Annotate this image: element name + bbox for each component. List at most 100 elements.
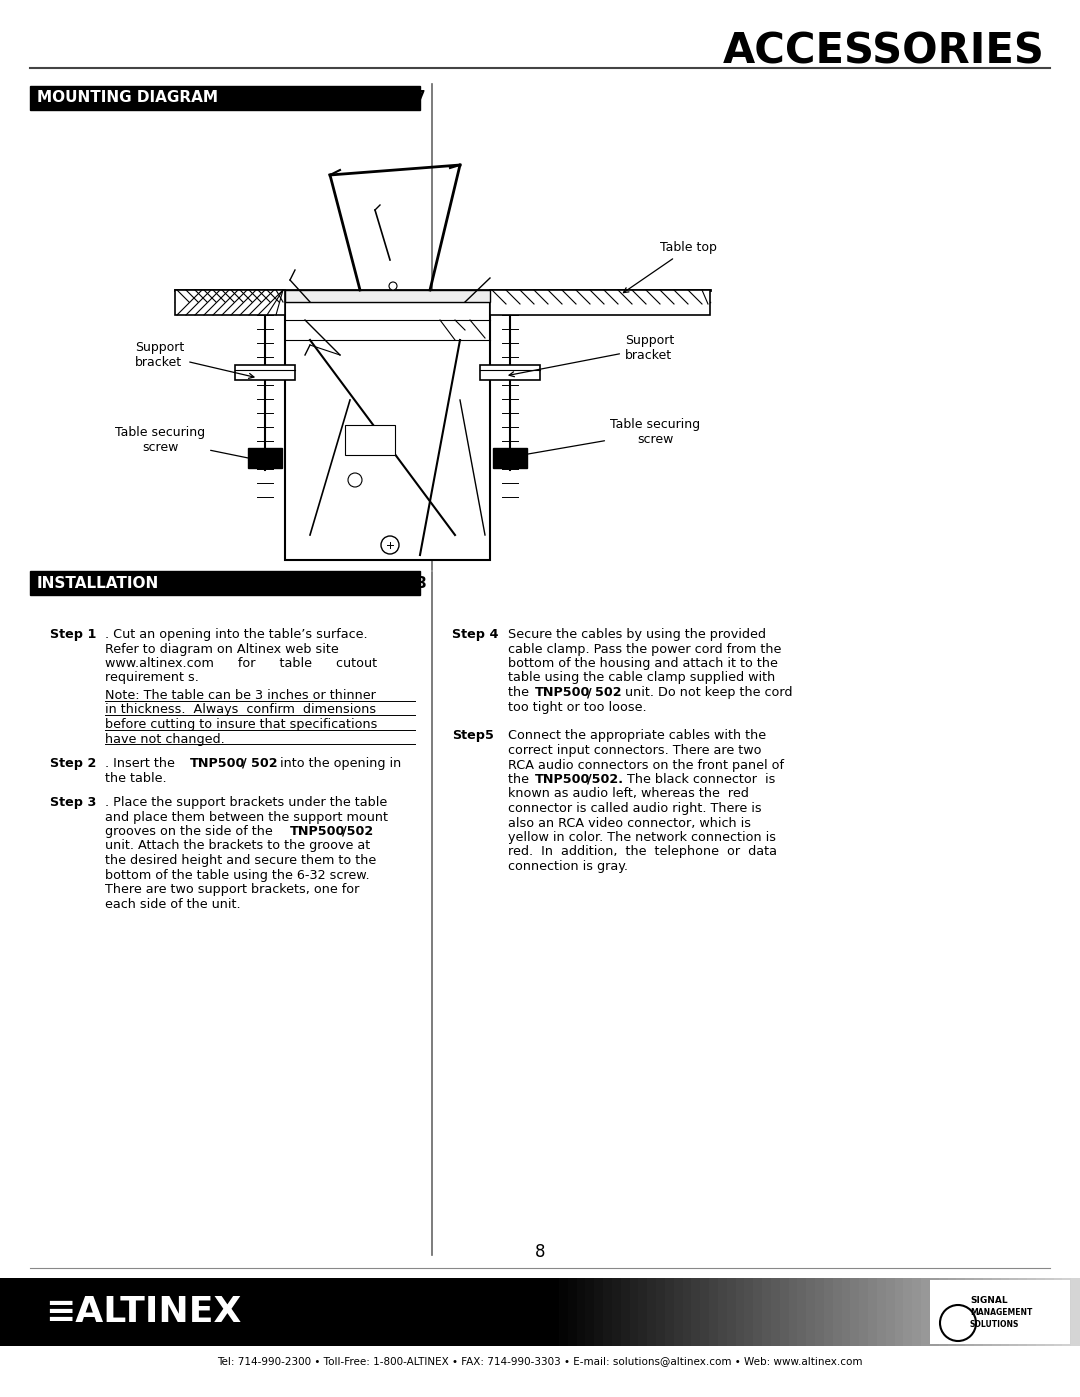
Bar: [1027, 1278, 1037, 1345]
Text: have not changed.: have not changed.: [105, 732, 225, 746]
Bar: [550, 1278, 559, 1345]
Bar: [753, 1278, 762, 1345]
Text: Step 4: Step 4: [453, 629, 499, 641]
Bar: [1053, 1278, 1064, 1345]
Text: www.altinex.com      for      table      cutout: www.altinex.com for table cutout: [105, 657, 377, 671]
Text: . Place the support brackets under the table: . Place the support brackets under the t…: [105, 796, 388, 809]
Bar: [691, 1278, 701, 1345]
Bar: [1044, 1278, 1054, 1345]
Bar: [603, 1278, 612, 1345]
Text: also an RCA video connector, which is: also an RCA video connector, which is: [508, 816, 751, 830]
Circle shape: [381, 536, 399, 555]
Text: Table securing
screw: Table securing screw: [114, 426, 254, 461]
Text: The black connector  is: The black connector is: [619, 773, 775, 787]
Text: in thickness.  Always  confirm  dimensions: in thickness. Always confirm dimensions: [105, 704, 376, 717]
Bar: [886, 1278, 895, 1345]
Bar: [594, 1278, 604, 1345]
Bar: [1000, 1278, 1010, 1345]
Text: There are two support brackets, one for: There are two support brackets, one for: [105, 883, 360, 895]
Bar: [806, 1278, 816, 1345]
Text: Step 2: Step 2: [50, 757, 96, 770]
Text: connection is gray.: connection is gray.: [508, 861, 627, 873]
Bar: [248, 448, 282, 468]
Text: TNP500: TNP500: [291, 826, 346, 838]
Text: /502.: /502.: [588, 773, 623, 787]
Text: /: /: [588, 686, 592, 698]
Bar: [665, 1278, 675, 1345]
Circle shape: [348, 474, 362, 488]
Bar: [833, 1278, 842, 1345]
Text: bottom of the table using the 6-32 screw.: bottom of the table using the 6-32 screw…: [105, 869, 369, 882]
Text: the table.: the table.: [105, 771, 166, 785]
Text: bottom of the housing and attach it to the: bottom of the housing and attach it to t…: [508, 657, 778, 671]
Bar: [558, 1278, 569, 1345]
Text: cable clamp. Pass the power cord from the: cable clamp. Pass the power cord from th…: [508, 643, 781, 655]
Bar: [780, 1278, 789, 1345]
Text: into the opening in: into the opening in: [276, 757, 402, 770]
Text: Table securing
screw: Table securing screw: [509, 418, 700, 458]
Text: correct input connectors. There are two: correct input connectors. There are two: [508, 745, 761, 757]
Text: too tight or too loose.: too tight or too loose.: [508, 700, 647, 714]
Text: INSTALLATION: INSTALLATION: [37, 576, 159, 591]
Bar: [612, 1278, 622, 1345]
Bar: [568, 1278, 578, 1345]
Text: unit. Attach the brackets to the groove at: unit. Attach the brackets to the groove …: [105, 840, 370, 852]
Text: Connect the appropriate cables with the: Connect the appropriate cables with the: [508, 729, 766, 742]
Bar: [735, 1278, 745, 1345]
Bar: [762, 1278, 772, 1345]
Text: 8: 8: [415, 576, 426, 591]
Text: TNP500: TNP500: [190, 757, 245, 770]
Bar: [956, 1278, 967, 1345]
Text: the: the: [508, 686, 534, 698]
Text: /502: /502: [342, 826, 374, 838]
Text: 502: 502: [251, 757, 278, 770]
Text: Table top: Table top: [623, 242, 717, 292]
Bar: [841, 1278, 851, 1345]
Bar: [930, 1278, 940, 1345]
Text: Step5: Step5: [453, 729, 494, 742]
Text: Tel: 714-990-2300 • Toll-Free: 1-800-ALTINEX • FAX: 714-990-3303 • E-mail: solut: Tel: 714-990-2300 • Toll-Free: 1-800-ALT…: [217, 1356, 863, 1366]
Text: SIGNAL: SIGNAL: [970, 1296, 1008, 1305]
Bar: [815, 1278, 825, 1345]
Text: 7: 7: [415, 91, 426, 106]
Bar: [674, 1278, 684, 1345]
Bar: [621, 1278, 631, 1345]
Bar: [235, 365, 295, 380]
Bar: [983, 1278, 993, 1345]
Text: Secure the cables by using the provided: Secure the cables by using the provided: [508, 629, 766, 641]
Bar: [894, 1278, 904, 1345]
Text: red.  In  addition,  the  telephone  or  data: red. In addition, the telephone or data: [508, 845, 777, 859]
Bar: [1071, 1278, 1080, 1345]
Text: 502: 502: [595, 686, 622, 698]
Bar: [577, 1278, 586, 1345]
Bar: [656, 1278, 666, 1345]
Text: unit. Do not keep the cord: unit. Do not keep the cord: [621, 686, 793, 698]
Bar: [1036, 1278, 1045, 1345]
Bar: [930, 1280, 1070, 1344]
Bar: [824, 1278, 834, 1345]
Text: Step 1: Step 1: [50, 629, 96, 641]
Text: Step 3: Step 3: [50, 796, 96, 809]
Text: . Insert the: . Insert the: [105, 757, 179, 770]
Bar: [947, 1278, 957, 1345]
Text: before cutting to insure that specifications: before cutting to insure that specificat…: [105, 718, 377, 731]
Bar: [638, 1278, 648, 1345]
Bar: [647, 1278, 657, 1345]
Polygon shape: [175, 291, 285, 314]
Bar: [718, 1278, 728, 1345]
Bar: [30, 571, 420, 595]
Text: table using the cable clamp supplied with: table using the cable clamp supplied wit…: [508, 672, 775, 685]
Bar: [939, 1278, 948, 1345]
Bar: [991, 1278, 1001, 1345]
Circle shape: [389, 282, 397, 291]
Bar: [0, 1278, 550, 1345]
Bar: [285, 302, 490, 560]
Bar: [700, 1278, 710, 1345]
Bar: [771, 1278, 781, 1345]
Text: . Cut an opening into the table’s surface.: . Cut an opening into the table’s surfac…: [105, 629, 367, 641]
Bar: [744, 1278, 754, 1345]
Text: yellow in color. The network connection is: yellow in color. The network connection …: [508, 831, 777, 844]
Text: 8: 8: [535, 1243, 545, 1261]
Bar: [921, 1278, 931, 1345]
Text: known as audio left, whereas the  red: known as audio left, whereas the red: [508, 788, 748, 800]
